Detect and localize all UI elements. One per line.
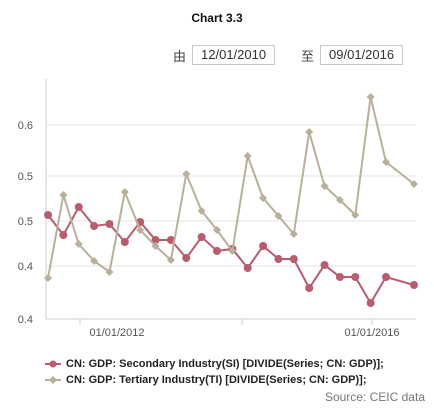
y-tick-label: 0.6 [18,120,33,132]
data-point-si [351,273,360,281]
grid-layer [46,124,416,267]
data-point-ti [382,158,390,166]
legend-item-si[interactable]: CN: GDP: Secondary Industry(SI) [DIVIDE(… [44,356,384,372]
data-point-ti [197,207,206,215]
date-from-group: 由 12/01/2010 [173,44,276,66]
y-tick-label: 0.5 [18,216,33,228]
data-point-si [259,242,268,250]
data-point-ti [259,194,268,202]
data-point-ti [228,247,237,255]
data-point-si [335,273,344,281]
data-point-ti [351,211,360,219]
date-to-label: 至 [301,49,315,65]
data-point-ti [90,257,99,265]
date-from-label: 由 [173,49,187,65]
data-point-si [305,284,314,292]
data-point-si [366,299,375,307]
data-point-si [182,254,191,262]
data-point-si [410,281,418,289]
date-to-group: 至 09/01/2016 [301,44,404,66]
data-point-ti [44,274,52,282]
data-point-si [197,233,206,241]
data-point-ti [320,182,329,190]
legend-marker-ti [45,376,61,384]
data-point-si [274,255,283,263]
y-tick-label: 0.5 [18,171,33,183]
data-point-si [243,264,252,272]
data-point-ti [305,128,314,136]
line-chart: 0.4 0.4 0.5 0.5 0.6 01/01/2012 01/01/2016 [18,79,418,339]
legend: CN: GDP: Secondary Industry(SI) [DIVIDE(… [44,356,384,388]
data-point-ti [289,230,298,238]
axis-layer: 0.4 0.4 0.5 0.5 0.6 01/01/2012 01/01/2016 [18,79,416,339]
legend-marker-si [45,360,61,368]
data-point-ti [366,93,375,101]
data-point-si [151,236,160,244]
data-point-si [105,220,114,228]
data-point-ti [335,196,344,204]
legend-item-ti[interactable]: CN: GDP: Tertiary Industry(TI) [DIVIDE(S… [44,372,384,388]
data-point-si [166,236,175,244]
data-point-ti [166,256,175,264]
data-point-ti [410,180,418,188]
legend-label-si: CN: GDP: Secondary Industry(SI) [DIVIDE(… [66,358,384,370]
y-tick-label: 0.4 [18,261,33,273]
data-point-si [382,273,390,281]
series-line-ti [47,96,415,279]
data-point-ti [59,191,68,199]
data-point-si [74,203,83,211]
date-to-input[interactable]: 09/01/2016 [320,45,404,65]
y-tick-label: 0.4 [18,314,33,326]
x-tick-label: 01/01/2012 [89,327,144,339]
series-layer [44,93,418,307]
data-point-ti [151,242,160,250]
data-point-si [213,247,221,255]
chart-title: Chart 3.3 [191,11,243,25]
data-point-si [120,238,129,246]
x-tick-label: 01/01/2016 [344,327,399,339]
source-note: Source: CEIC data [324,390,425,404]
data-point-ti [74,240,83,248]
data-point-ti [243,152,252,160]
data-point-si [59,231,68,239]
date-from-input[interactable]: 12/01/2010 [192,45,276,65]
data-point-si [320,261,329,269]
data-point-ti [182,170,191,178]
data-point-si [44,211,52,219]
data-point-ti [105,268,114,276]
data-point-si [90,222,99,230]
legend-label-ti: CN: GDP: Tertiary Industry(TI) [DIVIDE(S… [66,374,367,386]
data-point-si [289,255,298,263]
data-point-ti [213,226,221,234]
data-point-ti [120,188,129,196]
data-point-ti [136,226,145,234]
data-point-ti [274,212,283,220]
